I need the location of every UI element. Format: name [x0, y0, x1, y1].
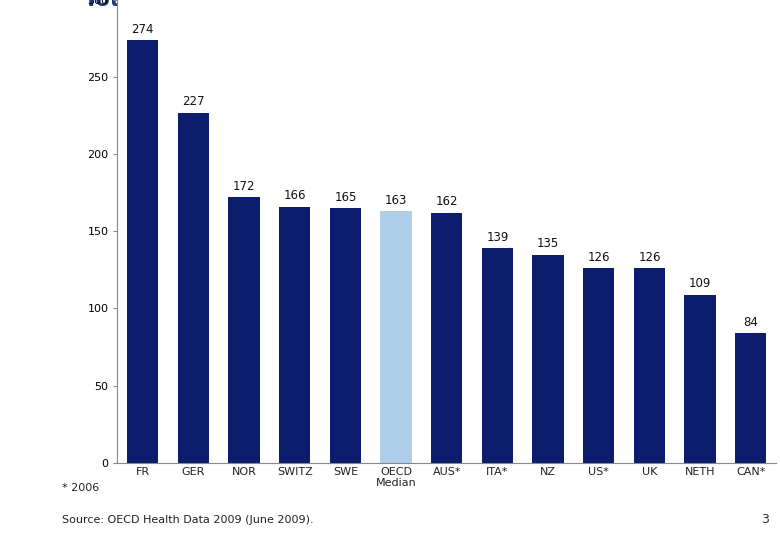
Text: 139: 139	[486, 231, 509, 244]
Bar	[583, 268, 615, 463]
Bar	[533, 254, 564, 463]
Text: 227: 227	[183, 95, 204, 108]
Bar	[127, 40, 158, 463]
Bar	[735, 333, 767, 463]
Text: Better, sooner, more convenient: Better, sooner, more convenient	[20, 187, 34, 439]
Text: Total Hospital Discharges per 1,000 Population: Total Hospital Discharges per 1,000 Popu…	[84, 0, 637, 10]
Bar	[178, 113, 209, 463]
Text: 84: 84	[743, 315, 758, 328]
Text: 126: 126	[587, 251, 610, 264]
Text: 172: 172	[232, 180, 255, 193]
Bar	[431, 213, 463, 463]
Text: 3: 3	[761, 514, 769, 526]
Bar	[229, 198, 260, 463]
Text: 165: 165	[334, 191, 356, 204]
Bar	[482, 248, 513, 463]
Text: 166: 166	[283, 189, 306, 202]
Bar	[330, 208, 361, 463]
Text: Source: OECD Health Data 2009 (June 2009).: Source: OECD Health Data 2009 (June 2009…	[62, 515, 314, 525]
Bar	[381, 211, 412, 463]
Text: 126: 126	[638, 251, 661, 264]
Text: * 2006: * 2006	[62, 483, 100, 493]
Text: 109: 109	[689, 277, 711, 290]
Bar	[684, 295, 716, 463]
Text: (2007): (2007)	[429, 0, 495, 9]
Text: 163: 163	[385, 194, 407, 207]
Bar	[279, 207, 310, 463]
Text: 135: 135	[537, 237, 559, 250]
Text: 274: 274	[132, 23, 154, 36]
Text: 162: 162	[435, 195, 458, 208]
Bar	[633, 268, 665, 463]
